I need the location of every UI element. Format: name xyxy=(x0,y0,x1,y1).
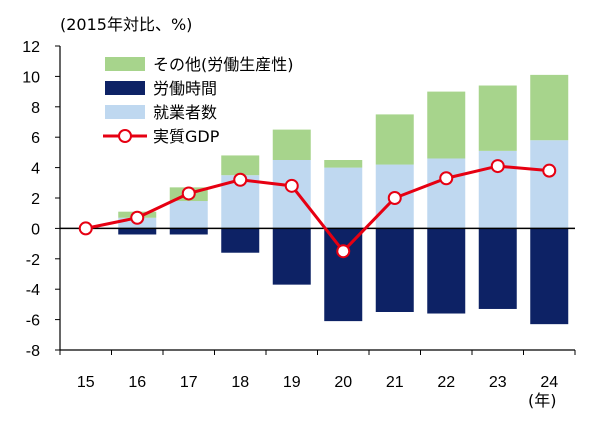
y-tick-label: 4 xyxy=(31,161,40,178)
bar xyxy=(375,114,414,165)
data-point xyxy=(542,163,557,178)
y-tick-label: -8 xyxy=(26,343,40,360)
series-line xyxy=(85,164,550,254)
x-tick-label: 21 xyxy=(386,374,404,391)
legend-item: 労働時間 xyxy=(105,79,217,98)
axes xyxy=(55,45,576,355)
x-tick-label: 22 xyxy=(437,374,455,391)
bar xyxy=(169,228,208,235)
legend-marker xyxy=(118,129,132,143)
legend-swatch xyxy=(105,81,145,95)
bar xyxy=(324,167,363,229)
y-tick-label: -2 xyxy=(26,252,40,269)
data-point xyxy=(439,171,454,186)
bar xyxy=(272,228,311,285)
bar xyxy=(118,228,157,235)
data-point xyxy=(490,159,505,174)
legend-item: その他(労働生産性) xyxy=(105,55,294,74)
legend-item: 実質GDP xyxy=(103,127,220,146)
bar xyxy=(272,129,311,160)
x-tick-label: 24 xyxy=(540,374,558,391)
y-tick-label: -4 xyxy=(26,282,40,299)
x-tick-label: 19 xyxy=(283,374,301,391)
legend-label: 就業者数 xyxy=(153,103,217,122)
x-tick-label: 20 xyxy=(334,374,352,391)
bar xyxy=(221,155,260,176)
data-point xyxy=(78,221,93,236)
legend-swatch xyxy=(105,57,145,71)
legend-label: その他(労働生産性) xyxy=(153,55,294,74)
x-tick-label: 17 xyxy=(180,374,198,391)
x-tick-label: 18 xyxy=(231,374,249,391)
y-tick-label: 10 xyxy=(22,69,40,86)
bar xyxy=(478,228,517,309)
data-point xyxy=(181,186,196,201)
data-point xyxy=(284,178,299,193)
legend-label: 実質GDP xyxy=(153,127,220,146)
bars xyxy=(118,74,569,325)
y-axis-unit-label: (2015年対比、%) xyxy=(60,15,192,34)
legend-label: 労働時間 xyxy=(153,79,217,98)
legend-swatch xyxy=(105,105,145,119)
x-tick-label: 16 xyxy=(128,374,146,391)
bar xyxy=(427,158,466,229)
bar xyxy=(530,74,569,141)
gdp-line xyxy=(78,159,557,259)
data-point xyxy=(336,244,351,259)
bar xyxy=(427,228,466,314)
y-tick-label: 2 xyxy=(31,191,40,208)
x-axis-unit-label: (年) xyxy=(528,391,557,410)
data-point xyxy=(233,172,248,187)
y-tick-label: 12 xyxy=(22,39,40,56)
bar xyxy=(427,91,466,159)
bar xyxy=(324,228,363,322)
bar xyxy=(221,228,260,253)
y-tick-label: 0 xyxy=(31,221,40,238)
bar xyxy=(375,228,414,312)
bar xyxy=(272,160,311,229)
data-point xyxy=(130,210,145,225)
bar xyxy=(530,228,569,325)
x-tick-label: 23 xyxy=(489,374,507,391)
x-tick-label: 15 xyxy=(77,374,95,391)
y-tick-label: 6 xyxy=(31,130,40,147)
y-tick-label: -6 xyxy=(26,313,40,330)
bar xyxy=(478,85,517,151)
bar xyxy=(324,160,363,168)
bar xyxy=(169,201,208,229)
legend-item: 就業者数 xyxy=(105,103,217,122)
y-tick-label: 8 xyxy=(31,100,40,117)
data-point xyxy=(387,191,402,205)
bar xyxy=(530,140,569,229)
